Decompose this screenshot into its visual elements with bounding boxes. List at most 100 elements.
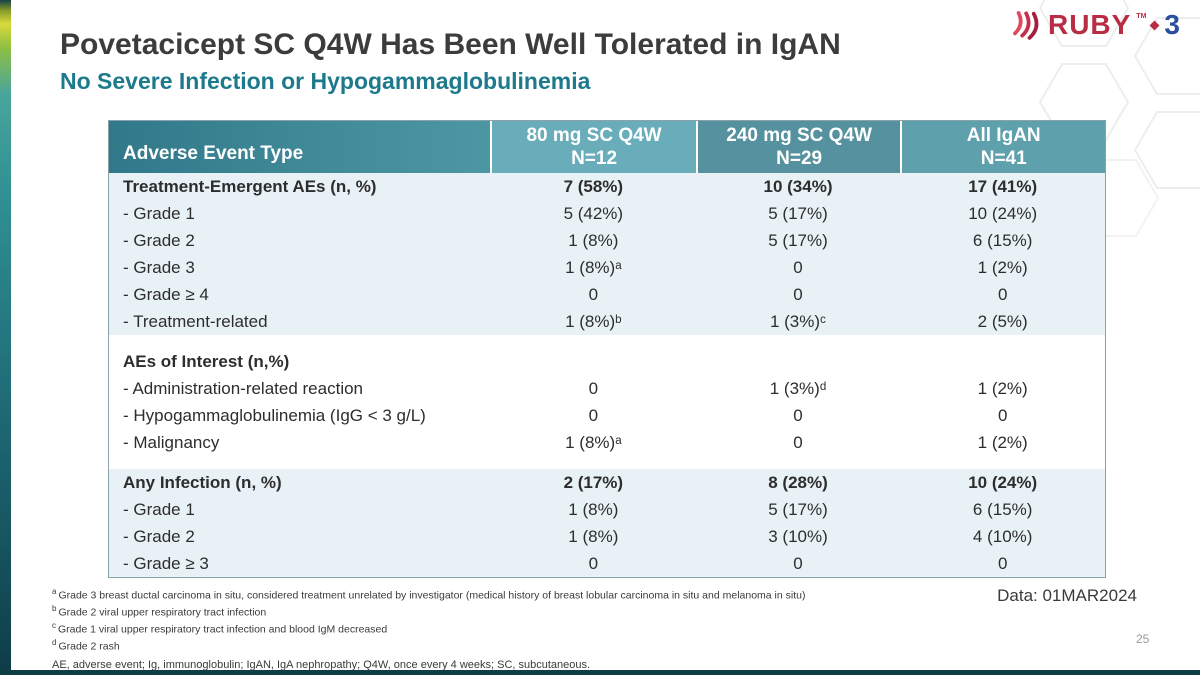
row-value: 0 [793, 553, 803, 573]
row-label: - Malignancy [123, 432, 220, 452]
row-value: 1 (8%)ᵇ [565, 311, 622, 331]
bottom-accent-bar [0, 670, 1200, 675]
footnote-a: a Grade 3 breast ductal carcinoma in situ… [52, 586, 952, 603]
footnote-text: Grade 2 rash [58, 640, 120, 653]
row-value: 0 [588, 378, 599, 398]
row-value: 0 [793, 405, 803, 425]
row-value: 5 (17%) [768, 203, 828, 223]
row-label: AEs of Interest (n,%) [123, 351, 290, 371]
row-value: 17 (41%) [968, 176, 1038, 196]
row-label: - Grade 3 [123, 257, 195, 277]
row-value: 1 (8%)ᵃ [565, 257, 622, 277]
page-title: Povetacicept SC Q4W Has Been Well Tolera… [60, 28, 841, 61]
adverse-events-table: Adverse Event Type 80 mg SC Q4W N=12 240… [108, 120, 1106, 578]
row-value: 1 (8%) [568, 230, 619, 250]
footnote-text: Grade 1 viral upper respiratory tract in… [58, 623, 388, 636]
logo-brand-text: RUBY [1047, 9, 1132, 40]
ruby3-logo: RUBY TM 3 [1010, 8, 1180, 42]
row-value: 1 (2%) [977, 378, 1028, 398]
table-row: AEs of Interest (n,%) [109, 348, 1105, 375]
row-value: 10 (24%) [968, 472, 1038, 492]
row-value: 8 (28%) [768, 472, 828, 492]
table-row: - Grade 1 1 (8%) 5 (17%) 6 (15%) [109, 496, 1105, 523]
row-value: 10 (24%) [968, 203, 1038, 223]
data-cutoff-date: Data: 01MAR2024 [997, 586, 1137, 605]
row-value: 6 (15%) [972, 230, 1033, 250]
row-value: 0 [588, 553, 599, 573]
table-row: - Grade ≥ 3 0 0 0 [109, 550, 1105, 577]
col-header-label: All IgAN [966, 124, 1041, 146]
col-header-n: N=41 [980, 148, 1027, 169]
row-value: 5 (17%) [768, 499, 828, 519]
row-value: 0 [793, 284, 803, 304]
table-header: Adverse Event Type 80 mg SC Q4W N=12 240… [109, 121, 1105, 173]
table-body: Treatment-Emergent AEs (n, %) 7 (58%) 10 (… [109, 173, 1105, 577]
footnotes: a Grade 3 breast ductal carcinoma in situ… [52, 586, 952, 671]
row-value: 0 [588, 284, 599, 304]
table-row: Any Infection (n, %) 2 (17%) 8 (28%) 10 (24… [109, 469, 1105, 496]
col-header-240mg: 240 mg SC Q4W N=29 [695, 121, 901, 173]
row-label: - Grade ≥ 3 [123, 553, 209, 573]
col-header-all-igan: All IgAN N=41 [900, 121, 1105, 173]
col-header-80mg: 80 mg SC Q4W N=12 [490, 121, 696, 173]
table-row: - Grade 2 1 (8%) 5 (17%) 6 (15%) [109, 227, 1105, 254]
row-value: 7 (58%) [563, 176, 624, 196]
row-value: 5 (42%) [563, 203, 624, 223]
footnote-marker: b [52, 603, 57, 613]
row-value: 3 (10%) [768, 526, 828, 546]
page-number: 25 [1136, 632, 1150, 646]
page-subtitle: No Severe Infection or Hypogammaglobulin… [60, 68, 591, 94]
row-value: 1 (2%) [977, 432, 1028, 452]
footnote-marker: c [52, 620, 56, 630]
row-value: 1 (3%)ᶜ [769, 311, 827, 331]
abbreviations: AE, adverse event; Ig, immunoglobulin; I… [52, 658, 591, 671]
table-row: Treatment-Emergent AEs (n, %) 7 (58%) 10 (… [109, 173, 1105, 200]
table-row: - Grade ≥ 4 0 0 0 [109, 281, 1105, 308]
row-value: 5 (17%) [768, 230, 828, 250]
row-label: - Grade ≥ 4 [123, 284, 209, 304]
row-value: 2 (17%) [563, 472, 624, 492]
table-row: - Hypogammaglobulinemia (IgG < 3 g/L) 0 0 0 [109, 402, 1105, 429]
table-row: - Grade 2 1 (8%) 3 (10%) 4 (10%) [109, 523, 1105, 550]
footnote-text: Grade 3 breast ductal carcinoma in situ,… [58, 589, 806, 602]
logo-number: 3 [1164, 9, 1180, 40]
row-value: 0 [793, 257, 803, 277]
row-value: 0 [588, 405, 599, 425]
footnote-marker: d [52, 637, 57, 647]
row-value: 1 (3%)ᵈ [769, 378, 827, 398]
ruby3-logo-icon [1013, 11, 1039, 40]
col-header-n: N=29 [776, 148, 823, 169]
row-value: 1 (2%) [977, 257, 1028, 277]
footnote-d: d Grade 2 rash [52, 637, 952, 654]
row-value: 0 [793, 432, 803, 452]
row-value: 6 (15%) [972, 499, 1033, 519]
table-row: - Administration-related reaction 0 1 (3%)… [109, 375, 1105, 402]
logo-tm: TM [1136, 12, 1147, 20]
row-label: - Grade 2 [123, 230, 195, 250]
row-label: - Grade 1 [123, 499, 195, 519]
row-value: 4 (10%) [972, 526, 1033, 546]
table-row: - Treatment-related 1 (8%)ᵇ 1 (3%)ᶜ 2 (5%) [109, 308, 1105, 335]
row-value: 1 (8%)ᵃ [565, 432, 622, 452]
row-value: 0 [997, 405, 1008, 425]
logo-diamond-icon [1149, 20, 1160, 30]
col-header-label: Adverse Event Type [123, 142, 304, 164]
footnote-marker: a [52, 587, 57, 596]
row-label: - Administration-related reaction [123, 378, 364, 398]
row-value: 10 (34%) [763, 176, 833, 196]
row-label: - Grade 1 [123, 203, 195, 223]
table-row: - Grade 3 1 (8%)ᵃ 0 1 (2%) [109, 254, 1105, 281]
row-label: - Grade 2 [123, 526, 195, 546]
col-header-label: 240 mg SC Q4W [726, 124, 872, 146]
col-header-adverse-event-type: Adverse Event Type [109, 121, 491, 173]
left-accent-bar [0, 0, 11, 675]
footnote-text: Grade 2 viral upper respiratory tract in… [58, 606, 267, 619]
row-value: 0 [997, 284, 1008, 304]
col-header-n: N=12 [571, 148, 618, 169]
footnote-b: b Grade 2 viral upper respiratory tract i… [52, 603, 952, 620]
row-value: 2 (5%) [977, 311, 1028, 331]
row-value: 1 (8%) [568, 499, 619, 519]
section-spacer [109, 335, 1105, 348]
row-label: Any Infection (n, %) [123, 472, 282, 492]
col-header-label: 80 mg SC Q4W [526, 124, 662, 146]
